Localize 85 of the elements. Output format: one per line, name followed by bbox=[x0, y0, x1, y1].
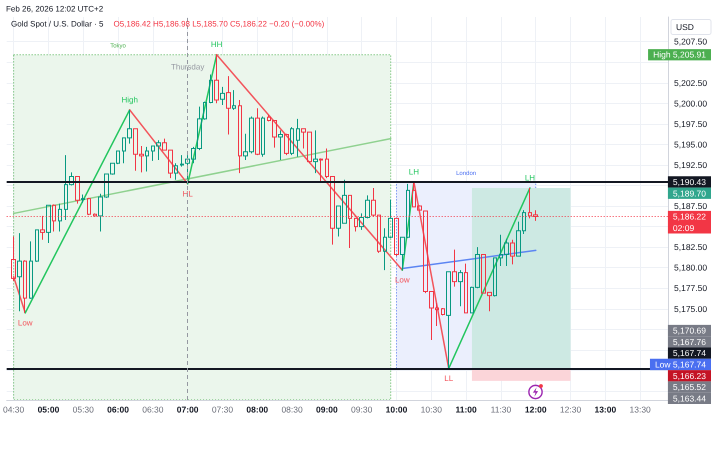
y-tick-label: 5,202.50 bbox=[674, 78, 708, 88]
y-tick-label: 5,197.50 bbox=[674, 118, 708, 129]
candlestick bbox=[458, 270, 463, 307]
data-label: LH bbox=[524, 173, 536, 182]
candlestick bbox=[35, 229, 39, 262]
candlestick bbox=[452, 249, 457, 288]
y-tick-label: 5,175.00 bbox=[674, 304, 708, 314]
candlestick bbox=[296, 118, 300, 158]
candlestick bbox=[145, 146, 149, 172]
candlestick bbox=[11, 236, 16, 282]
x-tick-label: 13:00 bbox=[594, 404, 616, 414]
ref-line-label: Thursday bbox=[170, 62, 204, 72]
x-tick-label: 07:00 bbox=[176, 404, 199, 414]
y-axis-title: USD bbox=[676, 22, 694, 32]
candlestick bbox=[232, 90, 236, 110]
x-tick-label: 09:30 bbox=[351, 404, 373, 414]
candlestick bbox=[29, 240, 33, 300]
x-tick-label: 08:00 bbox=[246, 404, 268, 414]
candlestick bbox=[278, 130, 283, 161]
annotation: Low 5,167.74 bbox=[654, 359, 706, 370]
x-tick-label: 11:00 bbox=[455, 404, 478, 414]
y-tick-label: 5,180.00 bbox=[674, 262, 708, 273]
x-tick-label: 08:30 bbox=[281, 404, 303, 414]
y-tick-label: 5,192.50 bbox=[674, 160, 708, 170]
x-tick-label: 12:00 bbox=[524, 404, 547, 414]
x-tick-label: 07:30 bbox=[212, 404, 234, 414]
candlestick bbox=[75, 176, 80, 204]
chart-title: Gold Spot / U.S. Dollar · 5 bbox=[11, 20, 104, 28]
candlestick bbox=[510, 239, 515, 265]
data-label: Low bbox=[394, 276, 410, 285]
y-tick-label: 5,177.50 bbox=[674, 283, 708, 294]
annotation: High 5,205.91 bbox=[653, 50, 706, 60]
text: 5,167.76 bbox=[672, 336, 706, 347]
candlestick bbox=[290, 126, 294, 156]
chart-subtitle: Feb 26, 2026 12:02 UTC+2 bbox=[6, 4, 104, 14]
candlestick bbox=[238, 100, 242, 174]
y-tick-label: 5,195.00 bbox=[674, 139, 708, 150]
text: 5,170.69 bbox=[672, 326, 706, 336]
candlestick bbox=[81, 194, 85, 204]
data-label: HH bbox=[210, 40, 223, 50]
data-label: LL bbox=[444, 374, 454, 383]
y-tick-label: 5,200.00 bbox=[674, 98, 708, 108]
y-tick-label: 5,182.50 bbox=[674, 242, 708, 252]
x-tick-label: 13:30 bbox=[630, 404, 652, 414]
candlestick bbox=[441, 307, 445, 316]
candlestick bbox=[313, 130, 318, 174]
candlestick bbox=[464, 263, 468, 314]
ref-line-label: 5,186.22 02:09 bbox=[672, 212, 706, 233]
candlestick bbox=[220, 86, 225, 106]
y-tick-label: 5,207.50 bbox=[674, 36, 708, 47]
x-tick-label: 12:30 bbox=[560, 404, 582, 414]
text: 5,166.23 bbox=[672, 370, 706, 381]
x-tick-label: 10:30 bbox=[420, 404, 442, 414]
candlestick bbox=[446, 271, 451, 369]
candlestick bbox=[319, 158, 323, 182]
annotation: O5,186.42 H5,186.98 L5,185.70 C5,186.22 −0.20 (−0.00%) bbox=[113, 20, 325, 28]
y-tick-label: 5,187.50 bbox=[674, 201, 708, 212]
data-label: High bbox=[121, 95, 138, 104]
text: 5,189.70 bbox=[672, 188, 706, 198]
candlestick bbox=[209, 74, 213, 104]
x-tick-label: 09:00 bbox=[316, 404, 338, 414]
candlestick bbox=[46, 204, 51, 244]
candlestick bbox=[58, 203, 62, 232]
x-tick-label: 10:00 bbox=[386, 404, 408, 414]
x-tick-label: 05:00 bbox=[38, 404, 60, 414]
candlestick bbox=[261, 116, 265, 158]
x-tick-label: 06:30 bbox=[142, 404, 164, 414]
candlestick bbox=[174, 162, 178, 180]
ref-line-label: 5,167.74 bbox=[672, 348, 706, 358]
candlestick bbox=[17, 232, 22, 312]
candlestick bbox=[255, 108, 260, 156]
ref-line-label: 5,190.43 bbox=[672, 176, 706, 187]
candlestick bbox=[493, 257, 497, 297]
data-label: Low bbox=[18, 318, 33, 328]
x-tick-label: 06:00 bbox=[107, 404, 130, 414]
candlestick bbox=[214, 54, 219, 104]
x-tick-label: 04:30 bbox=[2, 404, 25, 414]
candlestick bbox=[226, 76, 231, 136]
data-label: LH bbox=[408, 167, 420, 176]
candlestick bbox=[23, 260, 27, 314]
x-tick-label: 11:30 bbox=[490, 404, 512, 414]
candlestick bbox=[284, 133, 289, 156]
text: 5,163.44 bbox=[672, 393, 706, 404]
text: 5,165.52 bbox=[672, 382, 706, 392]
x-tick-label: 05:30 bbox=[72, 404, 94, 414]
